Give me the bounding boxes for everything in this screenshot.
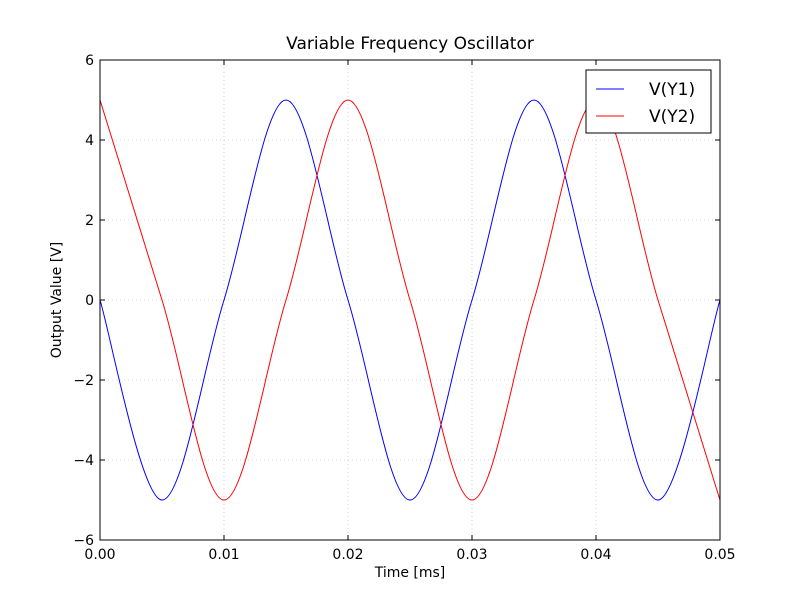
y-tick-label: 4 <box>85 133 94 149</box>
x-tick-label: 0.01 <box>208 547 239 563</box>
y-tick-label: 2 <box>85 213 94 229</box>
x-tick-label: 0.00 <box>84 547 115 563</box>
x-tick-label: 0.04 <box>580 547 611 563</box>
y-tick-label: −4 <box>73 453 94 469</box>
chart-title: Variable Frequency Oscillator <box>286 34 534 54</box>
y-tick-label: 6 <box>85 53 94 69</box>
y-axis-title: Output Value [V] <box>49 242 65 358</box>
x-tick-label: 0.03 <box>456 547 487 563</box>
ticks: 0.00 0.01 0.02 0.03 0.04 0.05 −6 −4 −2 0 2 4 6 <box>73 53 735 563</box>
x-tick-label: 0.05 <box>704 547 735 563</box>
y-tick-label: −2 <box>73 373 94 389</box>
legend-label-1: V(Y1) <box>649 80 695 100</box>
y-tick-label: −6 <box>73 533 94 549</box>
x-tick-label: 0.02 <box>332 547 363 563</box>
series-line-1 <box>99 99 721 501</box>
x-axis-title: Time [ms] <box>374 565 446 581</box>
legend: V(Y1) V(Y2) <box>585 69 712 134</box>
legend-box <box>585 69 712 134</box>
legend-label-2: V(Y2) <box>649 107 695 127</box>
y-tick-label: 0 <box>85 293 94 309</box>
